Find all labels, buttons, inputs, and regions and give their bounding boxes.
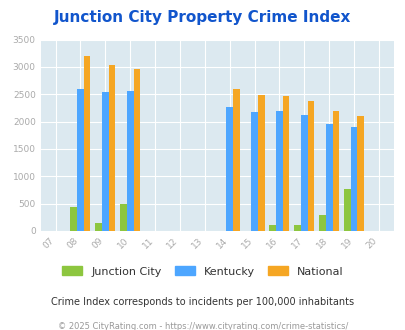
Text: Junction City Property Crime Index: Junction City Property Crime Index [54,10,351,25]
Bar [269,225,275,231]
Bar [83,56,90,231]
Text: © 2025 CityRating.com - https://www.cityrating.com/crime-statistics/: © 2025 CityRating.com - https://www.city… [58,322,347,330]
Bar [232,89,239,231]
Bar [307,101,313,231]
Bar [126,91,133,231]
Bar [350,127,356,231]
Bar [70,208,77,231]
Bar [294,225,300,231]
Bar [257,95,264,231]
Text: Crime Index corresponds to incidents per 100,000 inhabitants: Crime Index corresponds to incidents per… [51,297,354,307]
Bar [102,92,109,231]
Bar [343,189,350,231]
Bar [282,96,289,231]
Bar [275,111,282,231]
Bar [77,89,83,231]
Bar [325,124,332,231]
Bar [133,69,140,231]
Bar [120,204,126,231]
Bar [300,115,307,231]
Bar [109,65,115,231]
Bar [251,112,257,231]
Bar [356,115,363,231]
Bar [318,215,325,231]
Bar [95,222,102,231]
Bar [332,111,339,231]
Bar [226,107,232,231]
Legend: Junction City, Kentucky, National: Junction City, Kentucky, National [62,266,343,277]
